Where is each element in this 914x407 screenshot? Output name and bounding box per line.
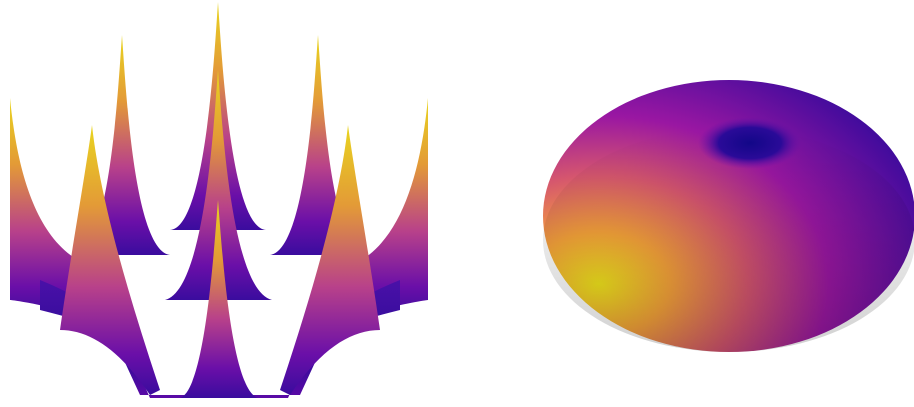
spike: [75, 35, 170, 255]
spike: [280, 125, 380, 395]
spike: [60, 125, 160, 395]
torus-rim-shade: [543, 128, 914, 352]
torus-hole: [698, 117, 802, 169]
spiky-surface: [10, 2, 428, 398]
spike: [270, 35, 366, 255]
torus: [543, 80, 914, 352]
spike: [180, 200, 258, 398]
spike: [165, 70, 272, 300]
